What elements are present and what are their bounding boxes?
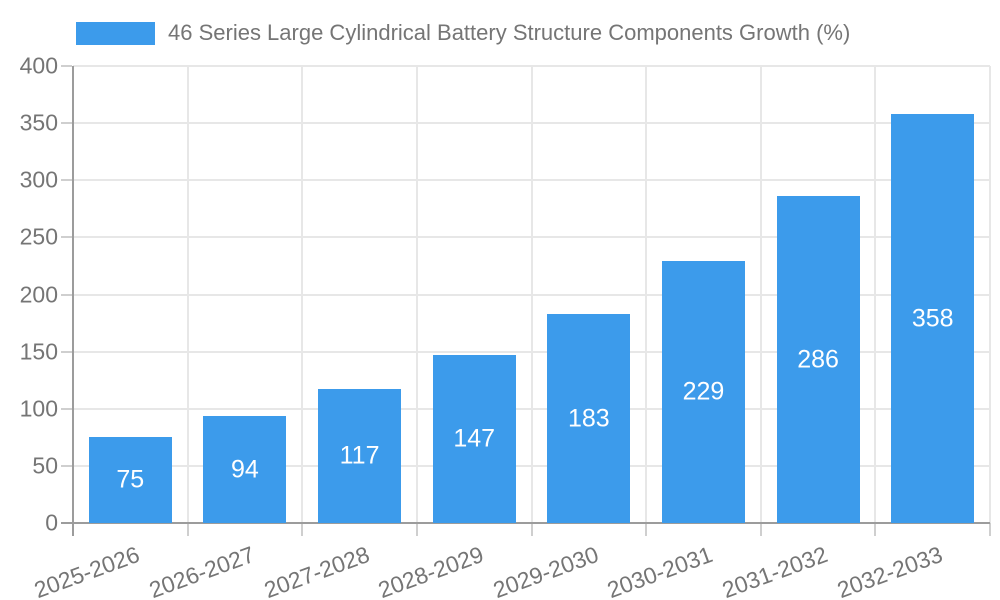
legend[interactable]: 46 Series Large Cylindrical Battery Stru…	[76, 20, 850, 46]
x-axis-tick	[301, 523, 304, 536]
x-axis-tick-label: 2027-2028	[260, 541, 373, 600]
y-axis-tick-label: 250	[19, 223, 58, 250]
x-axis-tick-label: 2030-2031	[604, 541, 717, 600]
bar-value-label: 183	[567, 404, 610, 432]
x-axis-tick	[415, 523, 418, 536]
y-axis-tick-label: 100	[19, 395, 58, 422]
y-axis-line	[72, 66, 74, 536]
bar-2025-2026[interactable]	[88, 437, 172, 523]
y-axis-tick	[61, 236, 72, 239]
x-axis-tick	[874, 523, 877, 536]
bar-2029-2030[interactable]	[547, 314, 631, 523]
gridline-vertical	[186, 66, 189, 523]
y-axis-tick	[61, 350, 72, 353]
bar-value-label: 358	[911, 304, 954, 332]
bar-value-label: 75	[116, 465, 145, 494]
x-axis-tick-label: 2031-2032	[718, 541, 831, 600]
y-axis-tick-label: 0	[45, 509, 58, 536]
x-axis-tick-label: 2025-2026	[30, 541, 144, 600]
y-axis-tick-label: 150	[19, 338, 58, 365]
y-axis-tick	[61, 407, 72, 410]
gridline-vertical	[989, 66, 991, 523]
y-axis-tick-label: 300	[19, 166, 58, 193]
x-axis-tick	[530, 523, 533, 536]
y-axis-tick	[61, 293, 72, 296]
x-axis-tick-label: 2032-2033	[833, 541, 946, 600]
y-axis-tick-label: 400	[19, 52, 58, 79]
y-axis-tick	[61, 65, 72, 67]
bar-value-label: 286	[797, 345, 839, 373]
bar-2026-2027[interactable]	[203, 416, 287, 523]
legend-swatch-icon	[76, 21, 155, 45]
x-axis-tick	[645, 523, 648, 536]
bar-2030-2031[interactable]	[661, 261, 745, 523]
bar-2032-2033[interactable]	[891, 114, 975, 523]
y-axis-tick	[61, 179, 72, 182]
gridline-vertical	[415, 66, 418, 523]
bar-value-label: 117	[339, 441, 380, 470]
x-axis-tick	[186, 523, 189, 536]
x-axis-line	[61, 522, 990, 524]
y-axis-tick-label: 50	[32, 452, 58, 479]
x-axis-tick	[989, 523, 991, 536]
bar-2031-2032[interactable]	[776, 196, 860, 523]
bar-value-label: 229	[682, 377, 725, 406]
gridline-vertical	[530, 66, 533, 523]
x-axis-tick-label: 2029-2030	[489, 541, 602, 600]
bar-value-label: 94	[231, 455, 259, 483]
y-axis-tick-label: 350	[19, 109, 58, 136]
bar-2027-2028[interactable]	[318, 389, 402, 523]
x-axis-tick-label: 2026-2027	[145, 541, 258, 600]
x-axis-tick	[759, 523, 762, 536]
bar-2028-2029[interactable]	[432, 355, 516, 523]
legend-label: 46 Series Large Cylindrical Battery Stru…	[168, 20, 851, 45]
gridline-vertical	[759, 66, 762, 523]
gridline-vertical	[874, 66, 877, 523]
y-axis-tick-label: 200	[19, 281, 58, 307]
bar-value-label: 147	[453, 424, 496, 453]
gridline-vertical	[645, 66, 648, 523]
y-axis-tick	[61, 122, 72, 125]
y-axis-tick	[61, 464, 72, 467]
x-axis-tick-label: 2028-2029	[374, 541, 488, 600]
gridline-vertical	[301, 66, 304, 523]
